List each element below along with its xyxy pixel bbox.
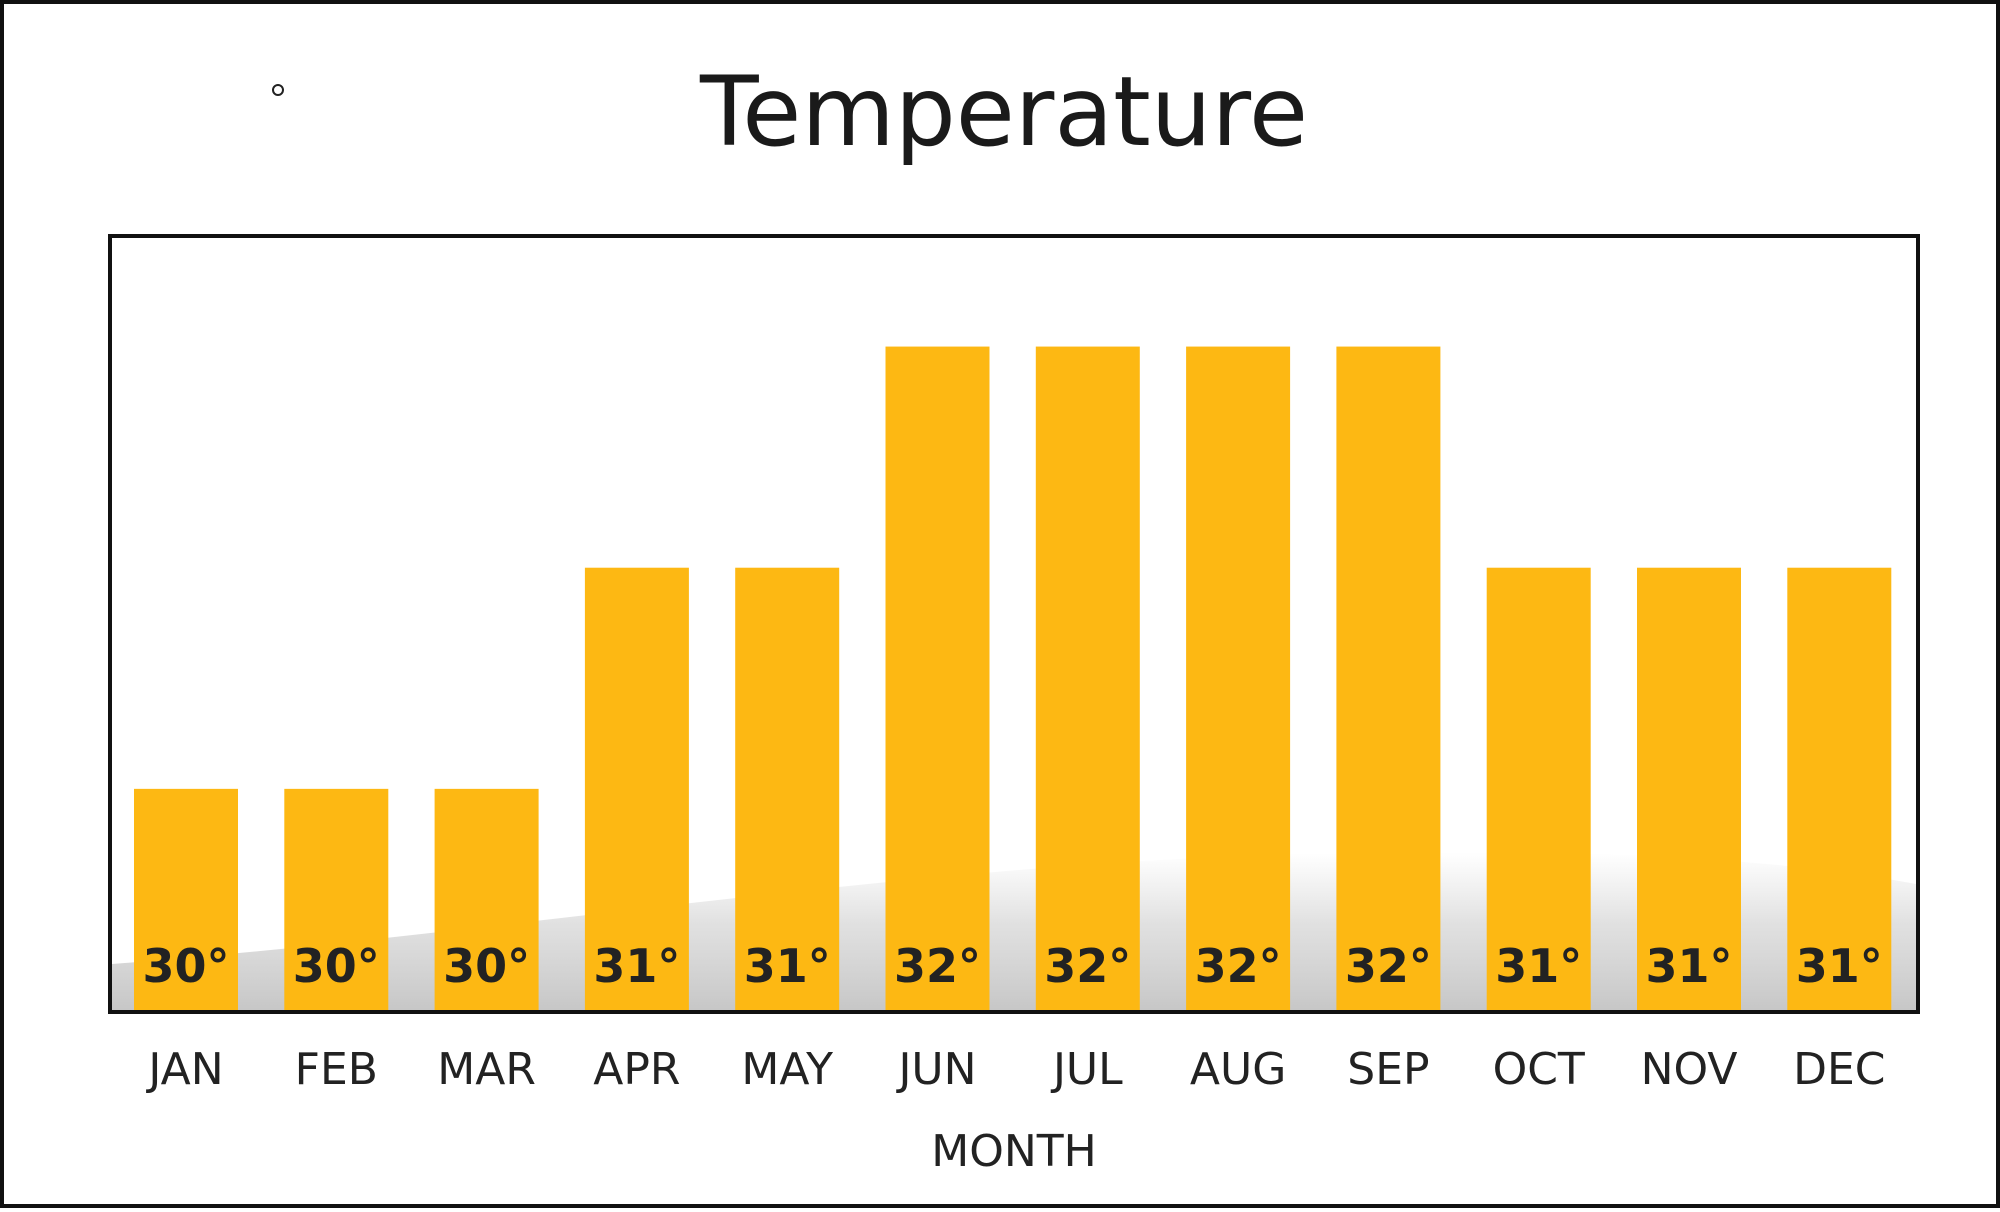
data-label-feb: 30° — [293, 939, 380, 993]
data-label-jan: 30° — [142, 939, 229, 993]
x-tick-may: MAY — [741, 1044, 833, 1095]
bar-jan — [134, 788, 238, 1010]
degree-mark — [272, 84, 284, 96]
data-label-apr: 31° — [593, 939, 680, 993]
x-tick-oct: OCT — [1493, 1044, 1585, 1095]
data-label-nov: 31° — [1645, 939, 1732, 993]
x-tick-jun: JUN — [895, 1044, 976, 1095]
x-tick-sep: SEP — [1347, 1044, 1429, 1095]
bar-sep — [1336, 346, 1441, 1011]
bar-mar — [434, 788, 539, 1010]
bar-feb — [284, 788, 389, 1010]
floor-shadow — [112, 852, 1916, 1010]
bar-may — [735, 567, 840, 1010]
data-label-mar: 30° — [443, 939, 530, 993]
data-label-may: 31° — [744, 939, 831, 993]
x-tick-aug: AUG — [1190, 1044, 1286, 1095]
bar-jun — [885, 346, 990, 1011]
bar-chart: 30° 30° 30° 31° 31° 32° 32° 32° 32° 31° 31° 31° JAN… — [108, 234, 1920, 1177]
x-tick-mar: MAR — [437, 1044, 536, 1095]
data-label-sep: 32° — [1345, 939, 1432, 993]
x-tick-nov: NOV — [1641, 1044, 1738, 1095]
chart-title: Temperature — [699, 56, 1309, 168]
bar-jul — [1035, 346, 1140, 1011]
x-tick-dec: DEC — [1793, 1044, 1885, 1095]
bar-dec — [1787, 567, 1892, 1010]
x-tick-apr: APR — [593, 1044, 680, 1095]
x-tick-feb: FEB — [295, 1044, 378, 1095]
x-axis-title: MONTH — [931, 1126, 1096, 1177]
bar-aug — [1186, 346, 1291, 1011]
data-label-oct: 31° — [1495, 939, 1582, 993]
data-label-jul: 32° — [1044, 939, 1131, 993]
data-label-aug: 32° — [1195, 939, 1282, 993]
data-label-dec: 31° — [1796, 939, 1883, 993]
bar-oct — [1486, 567, 1591, 1010]
x-tick-jan: JAN — [145, 1044, 223, 1095]
bar-apr — [584, 567, 689, 1010]
x-tick-jul: JUL — [1050, 1044, 1123, 1095]
data-label-jun: 32° — [894, 939, 981, 993]
bar-nov — [1637, 567, 1741, 1010]
